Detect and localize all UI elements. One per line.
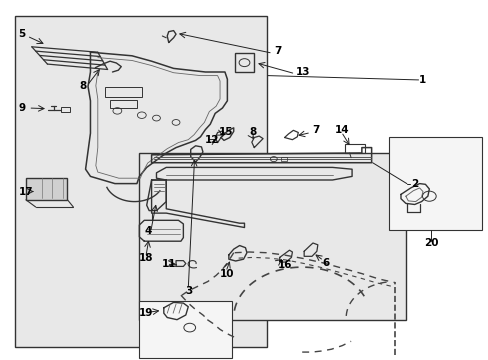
Bar — [110, 100, 137, 108]
Text: 2: 2 — [410, 179, 417, 189]
Text: 16: 16 — [277, 260, 292, 270]
Text: 7: 7 — [273, 46, 281, 56]
Text: 9: 9 — [19, 103, 26, 113]
Bar — [15, 16, 266, 347]
Text: 17: 17 — [19, 186, 33, 197]
Text: 10: 10 — [220, 269, 234, 279]
Text: 11: 11 — [161, 258, 176, 269]
Text: 6: 6 — [322, 258, 329, 268]
Bar — [105, 87, 142, 97]
Bar — [234, 53, 254, 72]
Text: 8: 8 — [249, 127, 256, 138]
Text: 7: 7 — [311, 125, 319, 135]
Text: 18: 18 — [139, 253, 153, 263]
Bar — [139, 301, 232, 358]
Text: 12: 12 — [204, 135, 219, 145]
Text: 1: 1 — [418, 75, 425, 85]
Text: 3: 3 — [184, 286, 192, 296]
Bar — [344, 144, 365, 153]
Text: 14: 14 — [334, 125, 348, 135]
Text: 15: 15 — [218, 127, 233, 138]
Bar — [61, 107, 70, 112]
Text: 4: 4 — [144, 226, 152, 236]
Bar — [139, 153, 405, 320]
Bar — [26, 178, 67, 200]
Bar — [388, 137, 481, 230]
Text: 13: 13 — [295, 67, 310, 77]
Text: 8: 8 — [79, 81, 86, 91]
Text: 5: 5 — [19, 29, 26, 39]
Text: 19: 19 — [139, 308, 153, 318]
Text: 20: 20 — [423, 238, 438, 248]
Bar — [281, 157, 286, 161]
